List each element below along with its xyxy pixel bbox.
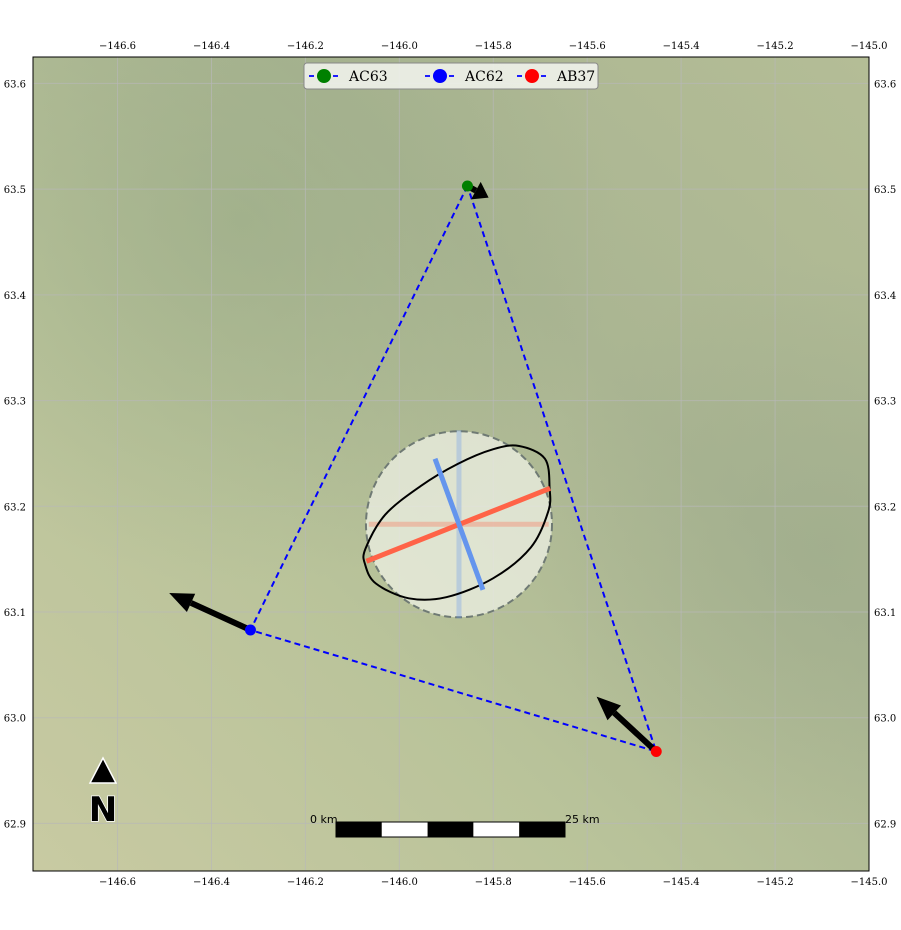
station-ac63[interactable] <box>461 180 473 192</box>
lon-tick-label-bottom: −146.6 <box>99 877 136 888</box>
scale-bar-end-label: 25 km <box>565 813 600 826</box>
north-arrow-label: N <box>89 790 117 830</box>
scale-bar-segment <box>427 822 474 837</box>
scale-bar-start-label: 0 km <box>310 813 338 826</box>
lat-tick-label-left: 63.5 <box>4 185 26 196</box>
lon-tick-label-top: −145.4 <box>663 41 700 52</box>
lat-tick-label-left: 63.2 <box>4 502 26 513</box>
lat-tick-label-left: 63.0 <box>4 714 26 725</box>
lon-tick-label-top: −145.6 <box>569 41 606 52</box>
lat-tick-label-right: 63.6 <box>874 79 896 90</box>
lat-tick-label-right: 62.9 <box>874 819 896 830</box>
lat-tick-label-left: 63.6 <box>4 79 26 90</box>
scale-bar-segment <box>473 822 520 837</box>
station-triangle-outline <box>249 183 658 754</box>
lon-tick-label-top: −145.2 <box>757 41 794 52</box>
legend: AC63 AC62 AB37 <box>303 62 599 90</box>
axis-ticks: −146.6 −146.6 −146.4 −146.4 −146.2 −146.2 −146… <box>4 41 897 888</box>
lat-tick-label-left: 62.9 <box>4 819 26 830</box>
legend-item-ab37: AB37 <box>517 69 595 85</box>
scale-bar-segment <box>519 822 565 837</box>
legend-marker <box>525 69 539 83</box>
arrow-head-icon <box>596 696 621 721</box>
error-ellipse <box>362 444 552 601</box>
legend-item-ac63: AC63 <box>309 69 388 85</box>
lat-tick-label-right: 63.3 <box>874 397 896 408</box>
arrow-head-icon <box>471 181 489 200</box>
station-triangle <box>249 183 658 754</box>
lat-tick-label-left: 63.3 <box>4 397 26 408</box>
station-markers <box>244 180 662 758</box>
lon-tick-label-bottom: −145.0 <box>850 877 887 888</box>
ellipse-minor-axis <box>432 457 486 591</box>
lon-tick-label-bottom: −146.0 <box>381 877 418 888</box>
lon-tick-label-bottom: −146.4 <box>193 877 230 888</box>
lon-tick-label-bottom: −146.2 <box>287 877 324 888</box>
arrow-shaft <box>612 710 659 754</box>
lat-tick-label-right: 63.2 <box>874 502 896 513</box>
lon-tick-label-top: −145.0 <box>850 41 887 52</box>
lon-tick-label-top: −146.6 <box>99 41 136 52</box>
map-border <box>32 56 870 872</box>
legend-label: AB37 <box>556 69 595 85</box>
arrow-ab37 <box>596 696 659 754</box>
scale-bar-outline <box>335 821 566 838</box>
legend-marker <box>317 69 331 83</box>
lon-tick-label-top: −145.8 <box>475 41 512 52</box>
scale-bar-segment <box>336 822 382 837</box>
lat-tick-label-right: 63.1 <box>874 608 896 619</box>
north-arrow-icon <box>88 756 118 784</box>
arrow-shaft <box>189 600 252 633</box>
lon-tick-label-bottom: −145.6 <box>569 877 606 888</box>
scale-bar: 0 km 25 km <box>310 813 600 838</box>
lat-tick-label-left: 63.4 <box>4 291 26 302</box>
lon-tick-label-top: −146.0 <box>381 41 418 52</box>
legend-item-ac62: AC62 <box>425 69 504 85</box>
arrow-ac62 <box>169 593 252 633</box>
lat-tick-label-right: 63.4 <box>874 291 896 302</box>
lat-tick-label-right: 63.5 <box>874 185 896 196</box>
error-ellipse-group <box>362 430 554 619</box>
lat-tick-label-right: 63.0 <box>874 714 896 725</box>
lat-tick-label-left: 63.1 <box>4 608 26 619</box>
scale-bar-segment <box>381 822 428 837</box>
legend-label: AC63 <box>348 69 388 85</box>
lon-tick-label-bottom: −145.4 <box>663 877 700 888</box>
station-ab37[interactable] <box>650 746 662 758</box>
lon-tick-label-bottom: −145.2 <box>757 877 794 888</box>
station-ac62[interactable] <box>244 624 256 636</box>
north-arrow: N <box>88 756 118 831</box>
legend-marker <box>433 69 447 83</box>
legend-label: AC62 <box>464 69 504 85</box>
lon-tick-label-top: −146.4 <box>193 41 230 52</box>
arrow-head-icon <box>169 593 196 612</box>
lon-tick-label-top: −146.2 <box>287 41 324 52</box>
lon-tick-label-bottom: −145.8 <box>475 877 512 888</box>
